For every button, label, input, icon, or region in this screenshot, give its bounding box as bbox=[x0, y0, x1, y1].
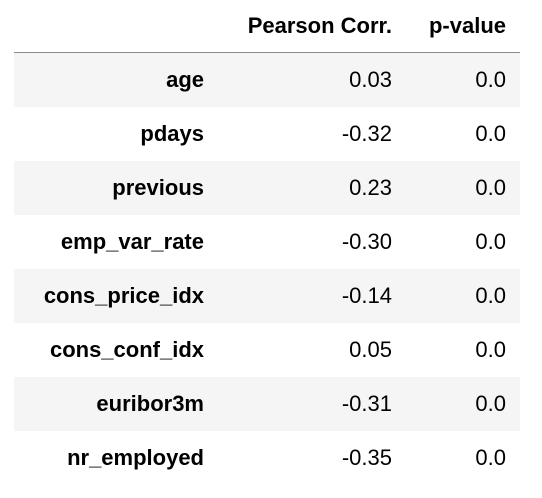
header-corner bbox=[14, 0, 204, 53]
p-value-cell: 0.0 bbox=[475, 228, 506, 254]
table-row: euribor3m -0.31 0.0 bbox=[14, 376, 520, 431]
row-label: emp_var_rate bbox=[60, 228, 204, 254]
header-row: Pearson Corr. p-value bbox=[14, 0, 520, 53]
table-header: Pearson Corr. p-value bbox=[14, 0, 520, 53]
pearson-corr-cell: 0.05 bbox=[349, 336, 392, 362]
p-value-cell: 0.0 bbox=[475, 282, 506, 308]
row-label: age bbox=[166, 66, 204, 92]
row-label: pdays bbox=[140, 120, 204, 146]
p-value-cell: 0.0 bbox=[475, 120, 506, 146]
pearson-corr-cell: 0.23 bbox=[349, 174, 392, 200]
table-row: cons_price_idx -0.14 0.0 bbox=[14, 268, 520, 323]
row-label: cons_conf_idx bbox=[49, 336, 204, 362]
p-value-cell: 0.0 bbox=[475, 336, 506, 362]
table-row: nr_employed -0.35 0.0 bbox=[14, 430, 520, 485]
pearson-corr-cell: -0.35 bbox=[341, 444, 392, 470]
pearson-corr-cell: 0.03 bbox=[349, 66, 392, 92]
row-label: euribor3m bbox=[96, 390, 204, 416]
pearson-corr-cell: -0.32 bbox=[341, 120, 392, 146]
pearson-corr-cell: -0.30 bbox=[341, 228, 392, 254]
pearson-corr-cell: -0.31 bbox=[341, 390, 392, 416]
table-row: pdays -0.32 0.0 bbox=[14, 106, 520, 161]
header-pearson-corr: Pearson Corr. bbox=[204, 0, 392, 53]
correlation-table: Pearson Corr. p-value age 0.03 0.0 pdays… bbox=[14, 0, 520, 485]
p-value-cell: 0.0 bbox=[475, 390, 506, 416]
p-value-cell: 0.0 bbox=[475, 174, 506, 200]
row-label: cons_price_idx bbox=[43, 282, 204, 308]
table-body: age 0.03 0.0 pdays -0.32 0.0 previous 0.… bbox=[14, 52, 520, 485]
pearson-corr-cell: -0.14 bbox=[341, 282, 392, 308]
header-p-value: p-value bbox=[392, 0, 520, 53]
p-value-cell: 0.0 bbox=[475, 66, 506, 92]
table-row: cons_conf_idx 0.05 0.0 bbox=[14, 322, 520, 377]
p-value-cell: 0.0 bbox=[475, 444, 506, 470]
row-label: nr_employed bbox=[67, 444, 204, 470]
table-row: age 0.03 0.0 bbox=[14, 52, 520, 107]
row-label: previous bbox=[112, 174, 204, 200]
table-row: previous 0.23 0.0 bbox=[14, 160, 520, 215]
table-row: emp_var_rate -0.30 0.0 bbox=[14, 214, 520, 269]
